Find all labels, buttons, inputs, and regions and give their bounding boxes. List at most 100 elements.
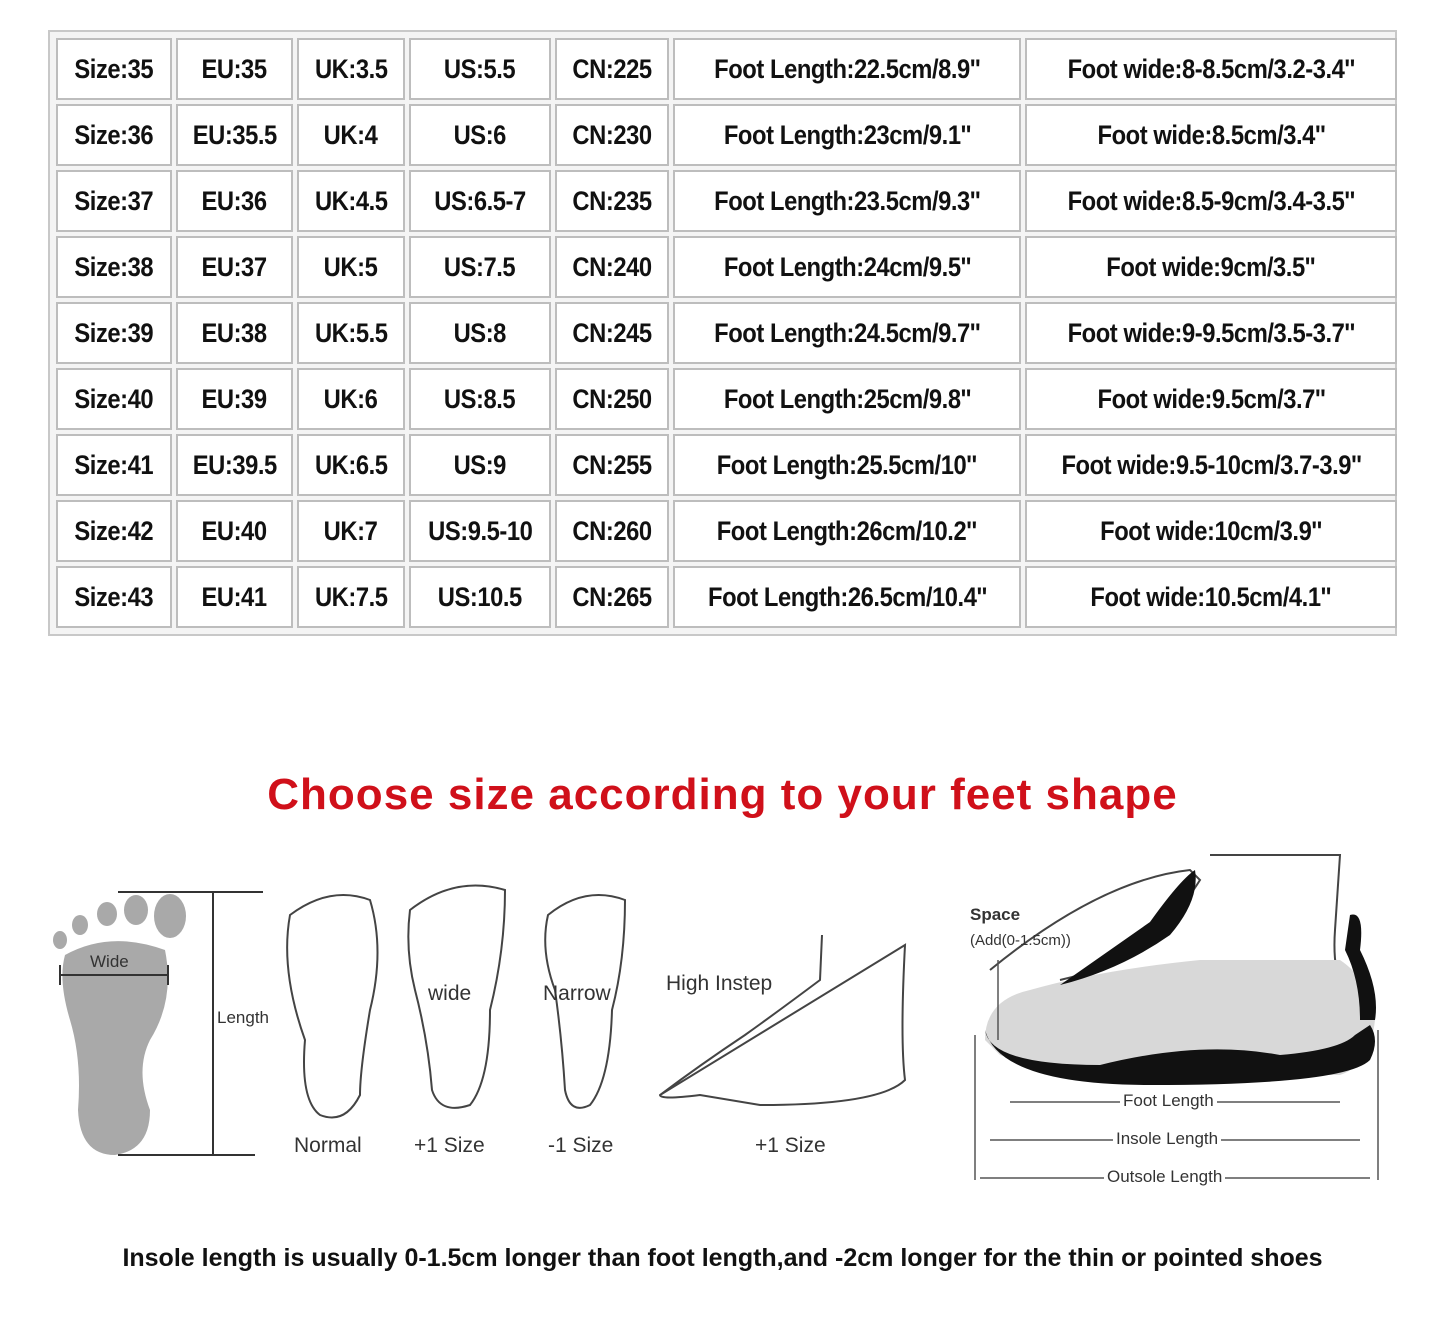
space-label: Space	[970, 905, 1021, 924]
cell-text: Foot Length:25cm/9.8''	[723, 383, 971, 414]
table-cell: US:6	[409, 104, 551, 166]
table-cell: UK:4	[297, 104, 405, 166]
cell-text: Foot wide:8-8.5cm/3.2-3.4''	[1067, 53, 1355, 84]
cell-text: Foot Length:23cm/9.1''	[723, 119, 971, 150]
cell-text: UK:6.5	[314, 449, 388, 480]
table-cell: EU:35.5	[176, 104, 293, 166]
table-cell: EU:41	[176, 566, 293, 628]
foot-measure-illustration	[53, 894, 186, 1155]
cell-text: UK:6	[324, 383, 378, 414]
high-instep-caption: +1 Size	[755, 1134, 826, 1157]
table-row: Size:40 EU:39 UK:6 US:8.5 CN:250 Foot Length:…	[56, 368, 1397, 430]
foot-shape-diagrams	[53, 854, 1379, 1180]
cell-text: Size:39	[74, 317, 154, 348]
cell-text: EU:41	[201, 581, 268, 612]
cell-text: Foot wide:9cm/3.5''	[1106, 251, 1316, 282]
table-row: Size:43 EU:41 UK:7.5 US:10.5 CN:265 Foot Leng…	[56, 566, 1397, 628]
table-cell: Foot wide:9.5cm/3.7''	[1025, 368, 1397, 430]
cell-text: EU:35	[201, 53, 268, 84]
table-cell: Foot Length:22.5cm/8.9''	[673, 38, 1021, 100]
table-cell: CN:265	[555, 566, 669, 628]
cell-text: Size:36	[74, 119, 154, 150]
table-cell: CN:255	[555, 434, 669, 496]
cell-text: CN:265	[572, 581, 652, 612]
table-row: Size:37 EU:36 UK:4.5 US:6.5-7 CN:235 Foot Len…	[56, 170, 1397, 232]
cell-text: UK:7.5	[314, 581, 388, 612]
space-note: (Add(0-1.5cm))	[970, 932, 1071, 949]
cell-text: Size:37	[74, 185, 154, 216]
table-cell: US:8	[409, 302, 551, 364]
cell-text: CN:260	[572, 515, 652, 546]
cell-text: EU:37	[201, 251, 268, 282]
cell-text: US:7.5	[444, 251, 516, 282]
table-cell: US:9.5-10	[409, 500, 551, 562]
length-label: Length	[217, 1008, 269, 1027]
cell-text: EU:40	[201, 515, 268, 546]
table-cell: EU:39	[176, 368, 293, 430]
table-cell: UK:5	[297, 236, 405, 298]
narrow-caption: -1 Size	[548, 1134, 614, 1157]
cell-text: EU:36	[201, 185, 268, 216]
headline: Choose size according to your feet shape	[267, 770, 1178, 819]
table-cell: Foot Length:25cm/9.8''	[673, 368, 1021, 430]
table-cell: EU:36	[176, 170, 293, 232]
table-cell: Size:41	[56, 434, 172, 496]
table-cell: EU:39.5	[176, 434, 293, 496]
table-cell: US:5.5	[409, 38, 551, 100]
table-cell: CN:225	[555, 38, 669, 100]
table-cell: UK:6	[297, 368, 405, 430]
cell-text: CN:225	[572, 53, 652, 84]
cell-text: US:5.5	[444, 53, 516, 84]
table-row: Size:41 EU:39.5 UK:6.5 US:9 CN:255 Foot Lengt…	[56, 434, 1397, 496]
table-row: Size:42 EU:40 UK:7 US:9.5-10 CN:260 Foot Leng…	[56, 500, 1397, 562]
table-cell: EU:40	[176, 500, 293, 562]
cell-text: CN:250	[572, 383, 652, 414]
table-cell: Size:40	[56, 368, 172, 430]
normal-caption: Normal	[294, 1134, 362, 1157]
cell-text: Foot Length:22.5cm/8.9''	[713, 53, 981, 84]
table-cell: EU:38	[176, 302, 293, 364]
table-cell: Size:38	[56, 236, 172, 298]
table-cell: UK:7	[297, 500, 405, 562]
cell-text: Size:43	[74, 581, 154, 612]
table-cell: Foot Length:23cm/9.1''	[673, 104, 1021, 166]
cell-text: US:9.5-10	[427, 515, 533, 546]
cell-text: UK:3.5	[314, 53, 388, 84]
table-cell: Foot Length:26cm/10.2''	[673, 500, 1021, 562]
outsole-length-label: Outsole Length	[1104, 1167, 1226, 1187]
cell-text: CN:240	[572, 251, 652, 282]
cell-text: Foot wide:9.5-10cm/3.7-3.9''	[1060, 449, 1362, 480]
table-cell: CN:245	[555, 302, 669, 364]
narrow-foot-label: Narrow	[543, 982, 611, 1005]
table-cell: US:7.5	[409, 236, 551, 298]
table-cell: US:10.5	[409, 566, 551, 628]
table-cell: Foot wide:9.5-10cm/3.7-3.9''	[1025, 434, 1397, 496]
table-cell: UK:5.5	[297, 302, 405, 364]
cell-text: UK:5	[324, 251, 378, 282]
cell-text: CN:230	[572, 119, 652, 150]
table-cell: EU:37	[176, 236, 293, 298]
cell-text: US:8	[453, 317, 507, 348]
cell-text: CN:255	[572, 449, 652, 480]
cell-text: Foot wide:8.5cm/3.4''	[1097, 119, 1325, 150]
cell-text: EU:39.5	[192, 449, 277, 480]
cell-text: Foot wide:10cm/3.9''	[1100, 515, 1322, 546]
cell-text: Foot Length:24cm/9.5''	[723, 251, 971, 282]
table-cell: Foot wide:9-9.5cm/3.5-3.7''	[1025, 302, 1397, 364]
table-cell: UK:4.5	[297, 170, 405, 232]
cell-text: Size:42	[74, 515, 154, 546]
table-cell: Size:37	[56, 170, 172, 232]
table-cell: US:8.5	[409, 368, 551, 430]
cell-text: Foot wide:9-9.5cm/3.5-3.7''	[1067, 317, 1355, 348]
table-row: Size:38 EU:37 UK:5 US:7.5 CN:240 Foot Length:…	[56, 236, 1397, 298]
cell-text: Foot Length:25.5cm/10''	[717, 449, 977, 480]
table-cell: UK:7.5	[297, 566, 405, 628]
foot-length-label: Foot Length	[1120, 1091, 1217, 1111]
table-cell: UK:3.5	[297, 38, 405, 100]
cell-text: US:6	[453, 119, 507, 150]
table-cell: CN:235	[555, 170, 669, 232]
table-cell: CN:240	[555, 236, 669, 298]
table-cell: CN:250	[555, 368, 669, 430]
cell-text: Size:35	[74, 53, 154, 84]
table-cell: Foot wide:10cm/3.9''	[1025, 500, 1397, 562]
